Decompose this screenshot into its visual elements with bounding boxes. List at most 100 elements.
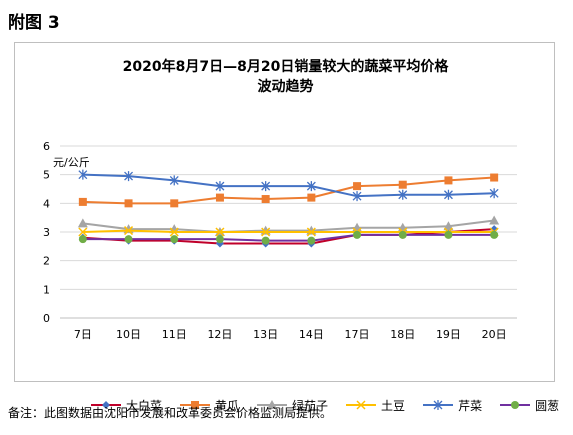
marker-shape [170,199,179,208]
data-point [261,227,271,237]
data-point [443,221,454,231]
legend-swatch-marker [102,401,110,409]
legend-swatch [423,400,454,410]
line-plot: 0 1 2 3 4 5 6 7日 10日 11日 12日 13日 14日 17日 18日 19日 20日 [43,140,517,341]
chart-title-line2: 波动趋势 [257,79,314,95]
marker-shape [78,197,87,206]
legend-swatch [500,401,531,409]
marker-shape [169,224,180,234]
data-point [261,195,270,204]
data-point [124,226,134,236]
series-line [82,233,495,242]
x-tick-label: 11日 [162,328,187,341]
legend-label: 芹菜 [458,398,483,413]
data-point [353,230,362,239]
chart-title: 2020年8月7日—8月20日销量较大的蔬菜平均价格 波动趋势 [15,57,556,97]
marker-shape [306,227,316,237]
marker-shape [169,175,179,186]
series-line [82,176,495,205]
marker-shape [511,401,520,409]
legend-item: 绿茄子 [257,397,328,414]
data-point [77,218,88,228]
x-tick-label: 20日 [482,328,507,341]
data-point [124,171,134,182]
x-tick-label: 10日 [116,328,141,341]
marker-shape [443,189,453,200]
marker-shape [490,173,499,182]
marker-shape [102,401,110,409]
marker-shape [306,181,316,192]
legend-swatch-marker [191,401,200,409]
marker-shape [489,215,500,225]
x-tick-label: 18日 [390,328,415,341]
data-point [215,235,224,244]
data-point [78,235,87,244]
y-tick-label: 6 [43,140,50,153]
data-point [169,227,179,237]
data-point [169,175,179,186]
y-tick-label: 2 [43,255,50,268]
data-point [398,189,408,200]
x-tick-label: 12日 [207,328,232,341]
data-point [215,227,225,237]
legend-swatch [180,401,211,409]
marker-shape [191,401,200,409]
marker-shape [398,189,408,200]
data-point [352,191,362,202]
legend-swatch-marker [267,400,278,409]
marker-shape [215,193,224,202]
data-point [398,230,407,239]
marker-shape [444,230,453,239]
data-point [170,199,179,208]
data-point [307,193,316,202]
data-point [490,173,499,182]
marker-shape [398,230,407,239]
marker-shape [124,171,134,182]
marker-shape [353,230,362,239]
data-point [261,181,271,192]
data-point [489,188,499,199]
data-point [169,224,180,234]
legend-item: 大白菜 [91,397,162,414]
data-point [215,181,225,192]
marker-shape [78,235,87,244]
marker-shape [169,227,179,237]
marker-shape [261,195,270,204]
marker-shape [443,221,454,231]
marker-shape [261,227,271,237]
legend-swatch [257,400,288,409]
x-tick-label: 19日 [436,328,461,341]
source-note: 备注：此图数据由沈阳市发展和改革委员会价格监测局提供。 [8,406,333,420]
marker-shape [267,400,278,409]
legend-item: 黄瓜 [180,397,239,414]
marker-shape [124,235,133,244]
data-point [261,236,270,245]
data-point [444,176,453,185]
legend-swatch [91,401,121,409]
data-point [490,230,499,239]
series-line [82,228,495,245]
data-point [307,236,316,245]
data-point [443,189,453,200]
marker-shape [353,182,362,191]
y-axis-unit: 元/公斤 [53,156,90,169]
data-point [124,235,133,244]
marker-shape [170,235,179,244]
marker-shape [261,236,270,245]
marker-shape [489,188,499,199]
y-tick-label: 0 [43,312,50,325]
data-point [444,230,453,239]
x-tick-label: 7日 [74,328,92,341]
data-point [78,227,88,237]
marker-shape [77,218,88,228]
marker-shape [490,230,499,239]
marker-shape [398,180,407,189]
x-tick-label: 17日 [345,328,370,341]
y-tick-label: 5 [43,169,50,182]
legend-label: 圆葱 [535,398,560,413]
marker-shape [352,191,362,202]
marker-shape [444,176,453,185]
legend-item: 圆葱 [500,397,559,414]
marker-shape [215,227,225,237]
